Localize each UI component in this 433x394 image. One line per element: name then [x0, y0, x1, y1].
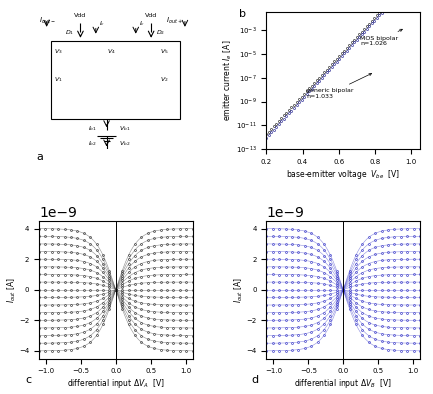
Text: $V_2$: $V_2$	[160, 74, 169, 84]
Text: $D_2$: $D_2$	[156, 28, 165, 37]
Text: $V_4$: $V_4$	[107, 47, 115, 56]
Bar	[51, 41, 180, 119]
Text: $I_{out+}$: $I_{out+}$	[167, 16, 183, 26]
Text: Vdd: Vdd	[74, 13, 87, 18]
Text: generic bipolar
n=1.033: generic bipolar n=1.033	[306, 73, 372, 99]
Text: $I_c$: $I_c$	[139, 20, 145, 28]
Text: a: a	[36, 152, 43, 162]
Text: c: c	[25, 375, 31, 385]
Text: $V_{b1}$: $V_{b1}$	[119, 124, 130, 133]
Y-axis label: $I_{out}$ [A]: $I_{out}$ [A]	[5, 277, 18, 303]
Text: Vdd: Vdd	[145, 13, 157, 18]
Text: $V_3$: $V_3$	[54, 47, 63, 56]
Text: $I_{b2}$: $I_{b2}$	[88, 139, 97, 148]
Text: $D_1$: $D_1$	[65, 28, 74, 37]
Text: $V_1$: $V_1$	[54, 74, 63, 84]
Text: $I_c$: $I_c$	[99, 20, 105, 28]
Text: d: d	[252, 375, 259, 385]
Text: $I_{b1}$: $I_{b1}$	[88, 124, 97, 133]
Text: MOS bipolar
n=1.026: MOS bipolar n=1.026	[360, 29, 402, 46]
Text: $V_5$: $V_5$	[160, 47, 169, 56]
Y-axis label: emitter current $I_e$ [A]: emitter current $I_e$ [A]	[222, 40, 234, 121]
Text: $I_{out-}$: $I_{out-}$	[39, 16, 55, 26]
X-axis label: differential input $\Delta V_A$  [V]: differential input $\Delta V_A$ [V]	[67, 377, 165, 390]
X-axis label: differential input $\Delta V_B$  [V]: differential input $\Delta V_B$ [V]	[294, 377, 392, 390]
Y-axis label: $I_{out}$ [A]: $I_{out}$ [A]	[233, 277, 245, 303]
X-axis label: base-emitter voltage  $V_{be}$  [V]: base-emitter voltage $V_{be}$ [V]	[286, 168, 401, 181]
Text: b: b	[239, 9, 246, 19]
Text: $V_{b2}$: $V_{b2}$	[119, 139, 130, 148]
